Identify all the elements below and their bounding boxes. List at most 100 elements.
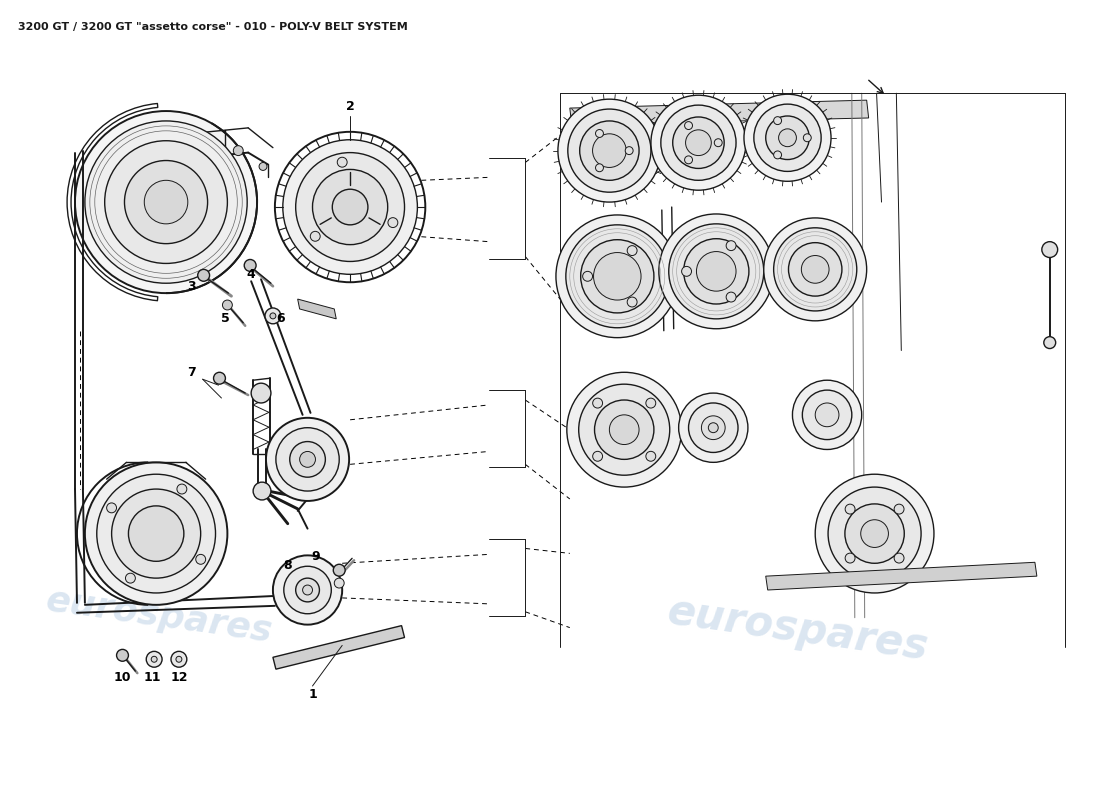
Circle shape <box>802 390 851 439</box>
Circle shape <box>773 117 782 125</box>
Circle shape <box>646 398 656 408</box>
Text: 10: 10 <box>113 670 131 683</box>
Circle shape <box>266 418 349 501</box>
Circle shape <box>333 564 345 576</box>
Circle shape <box>763 218 867 321</box>
Circle shape <box>593 134 626 167</box>
Polygon shape <box>570 100 869 125</box>
Text: 12: 12 <box>170 670 188 683</box>
Circle shape <box>1042 242 1058 258</box>
Circle shape <box>388 218 398 227</box>
Circle shape <box>684 156 693 164</box>
Circle shape <box>779 129 796 146</box>
Circle shape <box>766 116 810 159</box>
Circle shape <box>566 372 682 487</box>
Circle shape <box>75 111 257 293</box>
Circle shape <box>815 474 934 593</box>
Circle shape <box>260 162 267 170</box>
Circle shape <box>283 140 417 274</box>
Circle shape <box>233 146 243 155</box>
Circle shape <box>669 224 763 319</box>
Circle shape <box>125 574 135 583</box>
Circle shape <box>773 228 857 311</box>
Circle shape <box>726 292 736 302</box>
Circle shape <box>176 656 182 662</box>
Circle shape <box>744 94 830 182</box>
Circle shape <box>177 484 187 494</box>
Circle shape <box>679 393 748 462</box>
Circle shape <box>302 585 312 595</box>
Circle shape <box>565 225 669 328</box>
Polygon shape <box>766 562 1037 590</box>
Circle shape <box>85 121 248 283</box>
Circle shape <box>107 503 117 513</box>
Text: 3: 3 <box>187 280 196 293</box>
Circle shape <box>789 242 842 296</box>
Circle shape <box>627 297 637 307</box>
Circle shape <box>708 422 718 433</box>
Circle shape <box>594 253 641 300</box>
Circle shape <box>773 151 782 159</box>
Circle shape <box>558 99 661 202</box>
Circle shape <box>696 251 736 291</box>
Text: 2: 2 <box>345 99 354 113</box>
Text: 5: 5 <box>221 312 230 326</box>
Polygon shape <box>273 626 405 669</box>
Circle shape <box>213 372 226 384</box>
Text: 11: 11 <box>143 670 161 683</box>
Circle shape <box>124 161 208 244</box>
Circle shape <box>312 170 387 245</box>
Text: 4: 4 <box>246 268 255 281</box>
Circle shape <box>583 271 593 282</box>
Text: 7: 7 <box>187 366 196 378</box>
Circle shape <box>296 153 405 262</box>
Circle shape <box>581 240 653 313</box>
Circle shape <box>85 462 228 605</box>
Circle shape <box>828 487 921 580</box>
Circle shape <box>579 384 670 475</box>
Circle shape <box>894 504 904 514</box>
Circle shape <box>593 398 603 408</box>
Circle shape <box>860 520 889 547</box>
Circle shape <box>151 656 157 662</box>
Circle shape <box>556 215 679 338</box>
Circle shape <box>568 109 651 192</box>
Text: eurospares: eurospares <box>664 590 931 669</box>
Text: 1: 1 <box>308 688 317 702</box>
Circle shape <box>270 313 276 319</box>
Circle shape <box>129 506 184 562</box>
Circle shape <box>253 482 271 500</box>
Circle shape <box>685 130 712 155</box>
Circle shape <box>296 578 319 602</box>
Polygon shape <box>298 299 337 319</box>
Circle shape <box>609 415 639 445</box>
Circle shape <box>651 95 746 190</box>
Circle shape <box>593 451 603 462</box>
Circle shape <box>284 566 331 614</box>
Circle shape <box>792 380 861 450</box>
Circle shape <box>659 214 773 329</box>
Circle shape <box>845 504 904 563</box>
Circle shape <box>338 158 348 167</box>
Circle shape <box>845 504 855 514</box>
Circle shape <box>682 266 692 276</box>
Text: 9: 9 <box>311 550 320 563</box>
Circle shape <box>815 403 839 426</box>
Circle shape <box>684 122 693 130</box>
Text: 3200 GT / 3200 GT "assetto corse" - 010 - POLY-V BELT SYSTEM: 3200 GT / 3200 GT "assetto corse" - 010 … <box>18 22 407 32</box>
Circle shape <box>714 138 723 146</box>
Circle shape <box>625 146 634 154</box>
Circle shape <box>646 451 656 462</box>
Circle shape <box>683 238 749 304</box>
Circle shape <box>144 180 188 224</box>
Circle shape <box>726 241 736 250</box>
Circle shape <box>273 555 342 625</box>
Circle shape <box>289 442 326 477</box>
Circle shape <box>1044 337 1056 349</box>
Circle shape <box>803 134 812 142</box>
Circle shape <box>894 553 904 563</box>
Circle shape <box>222 300 232 310</box>
Circle shape <box>196 554 206 564</box>
Text: eurospares: eurospares <box>44 583 275 649</box>
Circle shape <box>673 117 724 169</box>
